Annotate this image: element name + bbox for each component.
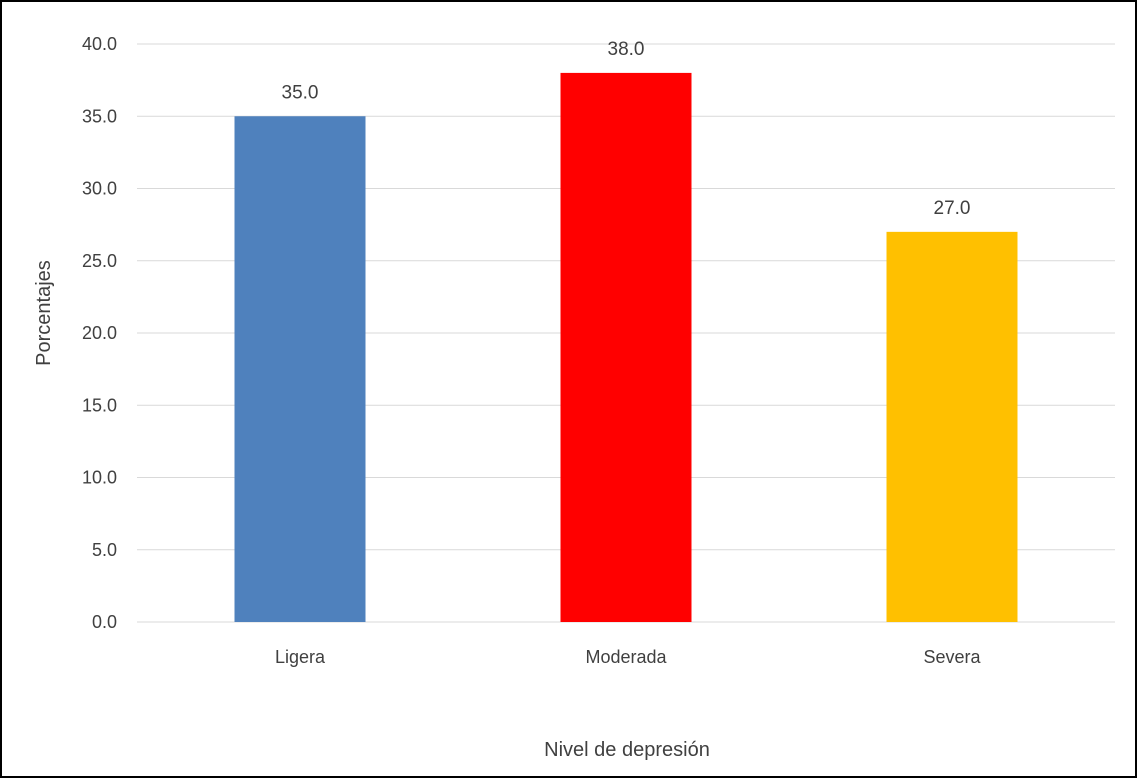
y-tick-label: 5.0: [92, 540, 117, 560]
y-tick-label: 40.0: [82, 34, 117, 54]
x-category-label: Severa: [923, 647, 981, 667]
data-label: 27.0: [934, 198, 971, 219]
data-label: 38.0: [608, 39, 645, 60]
y-tick-label: 35.0: [82, 106, 117, 126]
y-axis-ticks: 0.0 5.0 10.0 15.0 20.0 25.0 30.0 35.0 40.0: [82, 34, 117, 632]
y-tick-label: 20.0: [82, 323, 117, 343]
x-category-label: Ligera: [275, 647, 326, 667]
x-axis-title: Nivel de depresión: [544, 739, 710, 761]
bar-moderada: [560, 72, 692, 622]
bars: [234, 72, 1018, 622]
y-tick-label: 10.0: [82, 468, 117, 488]
bar-severa: [886, 231, 1018, 622]
data-label: 35.0: [282, 82, 319, 103]
bar-ligera: [234, 116, 366, 622]
y-tick-label: 25.0: [82, 251, 117, 271]
x-category-label: Moderada: [585, 647, 667, 667]
x-axis-categories: Ligera Moderada Severa: [275, 647, 982, 667]
data-labels: 35.0 38.0 27.0: [282, 39, 971, 219]
y-axis-title: Porcentajes: [33, 260, 55, 366]
y-tick-label: 30.0: [82, 179, 117, 199]
y-tick-label: 0.0: [92, 612, 117, 632]
y-tick-label: 15.0: [82, 395, 117, 415]
